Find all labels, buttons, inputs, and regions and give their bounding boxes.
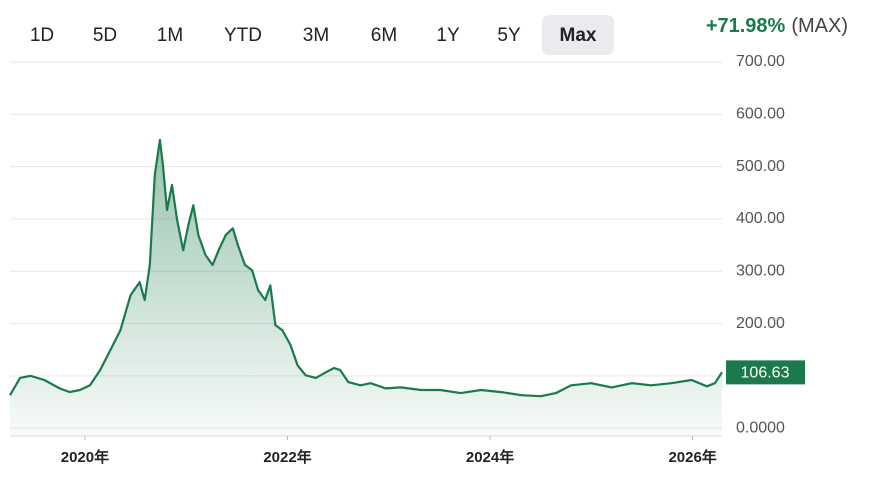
x-tick-label: 2022年 xyxy=(263,448,311,466)
y-tick-label: 300.00 xyxy=(736,262,785,279)
x-tick-label: 2020年 xyxy=(61,448,109,466)
range-button[interactable]: 3M xyxy=(303,25,329,46)
range-button[interactable]: Max xyxy=(560,25,597,46)
range-button[interactable]: 1Y xyxy=(436,25,460,46)
last-price-box xyxy=(726,360,805,385)
y-tick-label: 200.00 xyxy=(736,315,785,332)
range-button[interactable]: 1M xyxy=(157,25,183,46)
range-button-bg xyxy=(542,15,614,55)
change-period: (MAX) xyxy=(791,15,848,37)
line xyxy=(9,138,723,398)
area xyxy=(10,139,722,436)
last-price-label: 106.63 xyxy=(741,365,790,382)
y-tick-label: 500.00 xyxy=(736,158,785,175)
range-button[interactable]: 5Y xyxy=(497,25,521,46)
y-tick-label: 400.00 xyxy=(736,210,785,227)
y-tick-label: 700.00 xyxy=(736,53,785,70)
range-button[interactable]: 6M xyxy=(371,25,397,46)
x-tick-label: 2026年 xyxy=(668,448,716,466)
change: +71.98% xyxy=(706,15,786,37)
range-button[interactable]: 1D xyxy=(30,25,54,46)
y-tick-label: 0.0000 xyxy=(736,419,785,436)
change-summary: +71.98% (MAX) xyxy=(706,15,848,37)
y-tick-label: 600.00 xyxy=(736,106,785,123)
range-button[interactable]: YTD xyxy=(224,25,262,46)
x-tick-label: 2024年 xyxy=(466,448,514,466)
range-button[interactable]: 5D xyxy=(93,25,117,46)
